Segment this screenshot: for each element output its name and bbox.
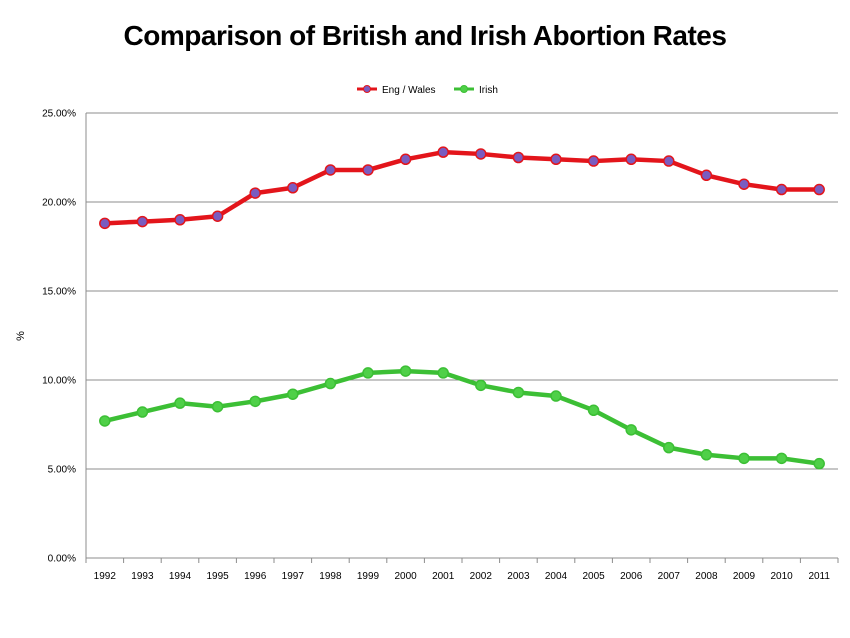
data-point — [813, 183, 825, 196]
series-eng-wales — [99, 146, 825, 230]
data-point — [475, 379, 487, 392]
legend-label: Irish — [479, 85, 498, 96]
x-tick-label: 1996 — [244, 571, 267, 582]
data-point — [437, 146, 449, 158]
data-point — [211, 400, 224, 413]
x-tick-label: 1994 — [169, 571, 192, 582]
legend-swatch-marker — [460, 85, 468, 93]
legend: Eng / Wales Irish — [357, 85, 498, 96]
data-point — [362, 164, 374, 176]
legend-item: Eng / Wales — [357, 85, 436, 96]
x-tick-label: 1993 — [131, 571, 154, 582]
y-tick-label: 15.00% — [42, 287, 76, 298]
x-tick-label: 2000 — [394, 571, 417, 582]
data-point — [437, 367, 449, 379]
data-point — [324, 164, 337, 176]
y-tick-label: 0.00% — [48, 554, 76, 565]
x-tick-label: 2001 — [432, 571, 455, 582]
y-tick-label: 25.00% — [42, 109, 76, 120]
data-point — [663, 155, 675, 167]
data-point — [174, 397, 186, 409]
x-tick-label: 2006 — [620, 571, 643, 582]
data-point — [512, 386, 525, 399]
legend-item: Irish — [454, 85, 498, 96]
chart-title: Comparison of British and Irish Abortion… — [123, 20, 727, 51]
data-point — [399, 153, 412, 166]
series-line — [102, 149, 822, 226]
series-irish — [99, 365, 825, 470]
y-tick-label: 5.00% — [48, 465, 76, 476]
data-point — [211, 210, 224, 222]
x-tick-label: 2007 — [658, 571, 681, 582]
data-point — [625, 424, 637, 436]
y-tick-label: 10.00% — [42, 376, 76, 387]
x-tick-label: 2011 — [808, 571, 830, 582]
x-tick-label: 1999 — [357, 571, 380, 582]
data-point — [700, 449, 713, 461]
data-point — [174, 214, 186, 226]
x-tick-label: 1998 — [319, 571, 342, 582]
data-point — [700, 169, 713, 182]
data-point — [399, 365, 412, 377]
data-point — [136, 406, 149, 418]
data-point — [362, 367, 374, 379]
data-point — [99, 217, 111, 230]
x-tick-label: 2009 — [733, 571, 756, 582]
data-point — [99, 415, 111, 427]
data-point — [287, 182, 299, 194]
x-tick-label: 1992 — [94, 571, 117, 582]
y-axis-title: % — [15, 331, 27, 341]
legend-label: Eng / Wales — [382, 85, 436, 96]
series-group — [99, 146, 825, 470]
series-line — [102, 368, 822, 466]
data-point — [587, 404, 600, 417]
legend-swatch-marker — [363, 85, 371, 93]
data-point — [249, 187, 261, 199]
data-point — [587, 155, 600, 167]
x-tick-label: 2002 — [470, 571, 493, 582]
x-tick-label: 2010 — [770, 571, 793, 582]
x-tick-label: 1995 — [206, 571, 229, 582]
data-point — [324, 377, 337, 390]
data-point — [625, 153, 637, 166]
data-point — [775, 183, 788, 196]
axes: 0.00% 5.00% 10.00% 15.00% 20.00% 25.00% 1992 19… — [42, 109, 839, 582]
x-tick-label: 2008 — [695, 571, 718, 582]
data-point — [738, 178, 750, 190]
x-tick-label: 2005 — [582, 571, 605, 582]
x-tick-label: 2003 — [507, 571, 530, 582]
data-point — [813, 457, 825, 470]
data-point — [475, 148, 487, 160]
data-point — [136, 215, 149, 228]
data-point — [287, 388, 299, 400]
data-point — [775, 452, 788, 465]
data-point — [512, 151, 525, 164]
y-tick-label: 20.00% — [42, 198, 76, 209]
gridlines — [86, 112, 838, 470]
data-point — [249, 395, 261, 408]
data-point — [663, 441, 675, 454]
x-tick-label: 2004 — [545, 571, 568, 582]
data-point — [550, 390, 562, 402]
data-point — [738, 452, 750, 465]
x-tick-label: 1997 — [282, 571, 305, 582]
data-point — [550, 153, 562, 166]
